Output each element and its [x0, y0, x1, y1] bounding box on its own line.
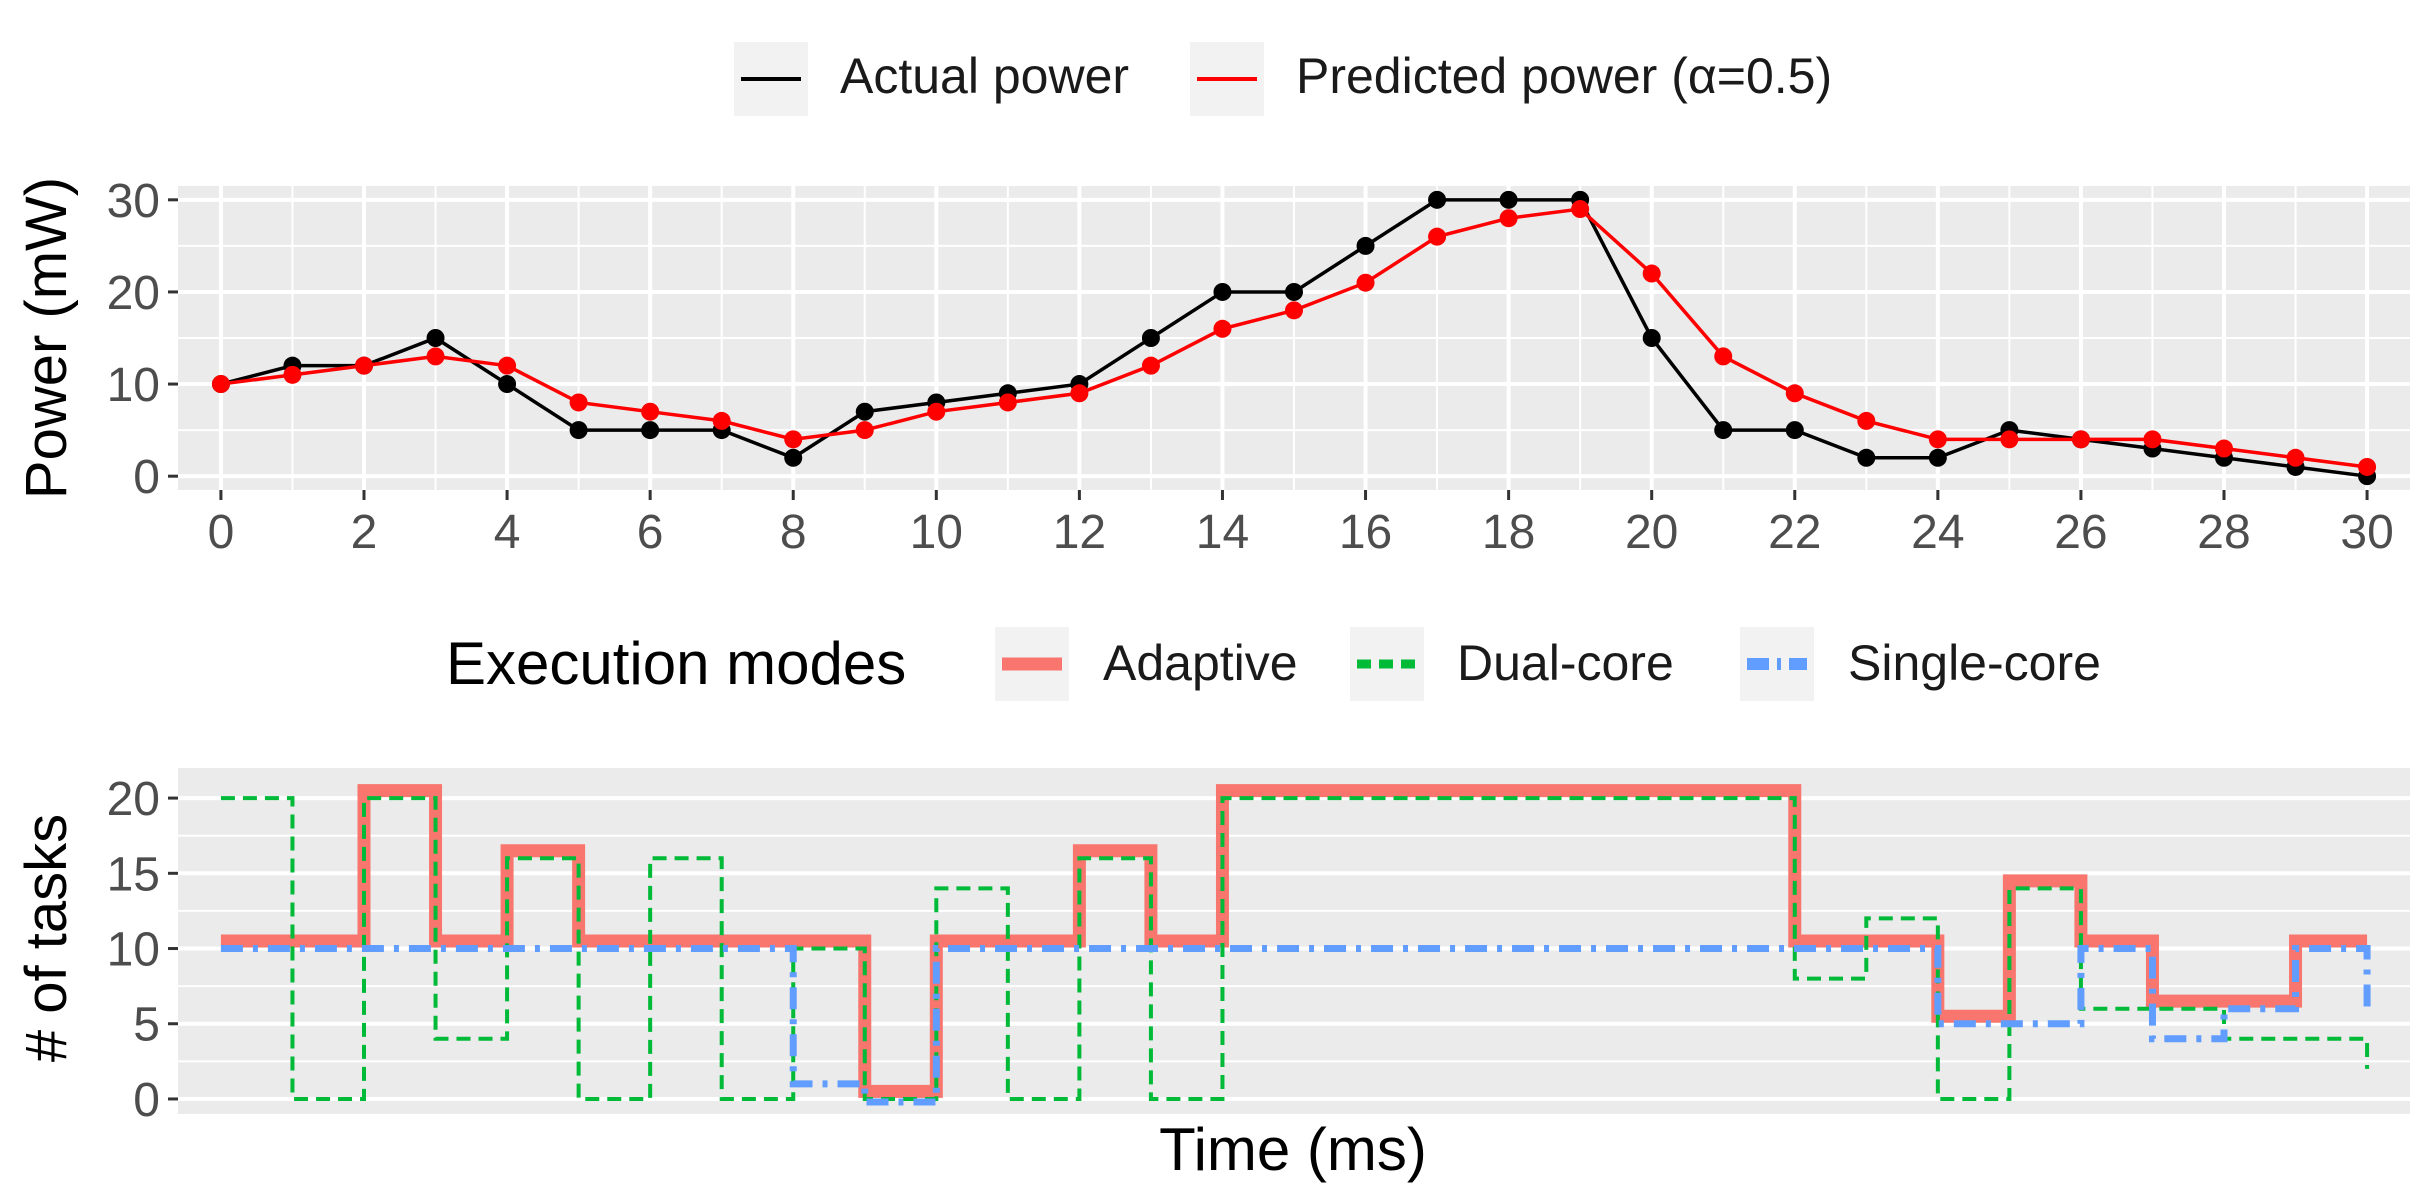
predicted-power-point — [1285, 301, 1303, 320]
predicted-power-point — [1356, 273, 1375, 292]
actual-power-point — [1785, 421, 1804, 440]
power-x-tick-label: 2 — [351, 506, 378, 559]
execution-modes-legend: Execution modes Adaptive Dual-core Singl… — [446, 627, 2101, 701]
predicted-power-point — [1213, 319, 1232, 338]
power-x-tick-label: 16 — [1339, 506, 1392, 559]
power-x-tick-label: 4 — [494, 506, 521, 559]
predicted-power-point — [641, 402, 660, 421]
power-x-tick-label: 6 — [637, 506, 664, 559]
power-x-tick-label: 30 — [2340, 506, 2393, 559]
actual-power-point — [1428, 190, 1447, 209]
predicted-power-point — [2000, 430, 2019, 449]
power-y-tick-label: 10 — [107, 359, 160, 412]
actual-power-point — [1356, 236, 1375, 255]
predicted-power-point — [1571, 200, 1590, 219]
predicted-power-point — [2143, 430, 2162, 449]
predicted-power-point — [355, 356, 373, 375]
predicted-power-point — [1928, 430, 1947, 449]
actual-power-point — [426, 329, 445, 347]
actual-power-point — [1642, 329, 1661, 347]
power-y-tick-label: 20 — [107, 267, 160, 320]
power-x-tick-label: 8 — [780, 506, 807, 559]
predicted-power-point — [855, 421, 874, 440]
predicted-power-point — [2286, 448, 2305, 467]
tasks-y-tick-label: 0 — [133, 1074, 160, 1127]
actual-power-point — [1499, 190, 1518, 209]
predicted-power-point — [426, 347, 445, 366]
tasks-y-tick-label: 15 — [107, 848, 160, 901]
power-x-tick-label: 10 — [910, 506, 963, 559]
predicted-power-point — [1428, 227, 1447, 246]
power-x-tick-label: 26 — [2054, 506, 2107, 559]
power-y-axis: 0 10 20 30 — [107, 175, 178, 504]
legend-label-dual-core: Dual-core — [1457, 635, 1674, 691]
power-x-axis: 0 2 4 6 8 10 12 14 16 18 20 22 24 26 28 30 — [208, 490, 2394, 559]
legend-label-predicted: Predicted power (α=0.5) — [1296, 48, 1832, 104]
tasks-y-axis-title: # of tasks — [14, 814, 79, 1062]
tasks-y-tick-label: 5 — [133, 999, 160, 1052]
actual-power-point — [498, 375, 517, 394]
predicted-power-point — [998, 393, 1017, 412]
actual-power-point — [1714, 421, 1733, 440]
power-x-tick-label: 18 — [1482, 506, 1535, 559]
actual-power-point — [1285, 282, 1303, 301]
predicted-power-point — [1499, 209, 1518, 228]
actual-power-point — [1213, 282, 1232, 301]
predicted-power-point — [1785, 384, 1804, 403]
predicted-power-point — [1642, 264, 1661, 283]
power-series — [211, 190, 2377, 486]
predicted-power-point — [2358, 457, 2377, 476]
power-x-tick-label: 0 — [208, 506, 235, 559]
predicted-power-point — [1070, 384, 1089, 403]
predicted-power-point — [569, 393, 588, 412]
tasks-y-tick-label: 10 — [107, 924, 160, 977]
dual-core-step-line — [220, 796, 2370, 1101]
legend-label-single-core: Single-core — [1848, 635, 2101, 691]
predicted-power-point — [712, 411, 731, 430]
actual-power-point — [855, 402, 874, 421]
predicted-power-point — [498, 356, 517, 375]
legend-label-adaptive: Adaptive — [1103, 635, 1298, 691]
power-y-tick-label: 30 — [107, 175, 160, 228]
tasks-y-tick-label: 20 — [107, 773, 160, 826]
tasks-plot-panel — [178, 768, 2410, 1114]
power-y-axis-title: Power (mW) — [14, 177, 79, 499]
actual-power-point — [784, 448, 803, 467]
actual-power-point — [569, 421, 588, 440]
predicted-power-point — [1857, 411, 1876, 430]
legend-label-actual: Actual power — [840, 48, 1129, 104]
predicted-power-point — [2215, 439, 2233, 458]
power-x-tick-label: 20 — [1625, 506, 1678, 559]
single-core-step-line — [220, 945, 2371, 1106]
power-x-tick-label: 22 — [1768, 506, 1821, 559]
legend-title-execution-modes: Execution modes — [446, 630, 906, 697]
power-legend: Actual power Predicted power (α=0.5) — [734, 42, 1832, 116]
actual-power-point — [1141, 329, 1160, 347]
power-x-tick-label: 12 — [1053, 506, 1106, 559]
tasks-x-axis-title: Time (ms) — [1159, 1116, 1427, 1183]
power-x-tick-label: 24 — [1911, 506, 1964, 559]
predicted-power-point — [2071, 430, 2090, 449]
predicted-power-point — [927, 402, 946, 421]
power-x-tick-label: 14 — [1196, 506, 1249, 559]
predicted-power-point — [211, 375, 230, 394]
tasks-series — [220, 784, 2371, 1106]
actual-power-point — [1928, 448, 1947, 467]
actual-power-point — [1857, 448, 1876, 467]
tasks-y-axis: 0 5 10 15 20 — [107, 773, 178, 1127]
predicted-power-point — [283, 365, 302, 384]
power-y-tick-label: 0 — [133, 451, 160, 504]
actual-power-point — [641, 421, 660, 440]
predicted-power-point — [1141, 356, 1160, 375]
predicted-power-point — [1714, 347, 1733, 366]
predicted-power-point — [784, 430, 803, 449]
power-x-tick-label: 28 — [2197, 506, 2250, 559]
